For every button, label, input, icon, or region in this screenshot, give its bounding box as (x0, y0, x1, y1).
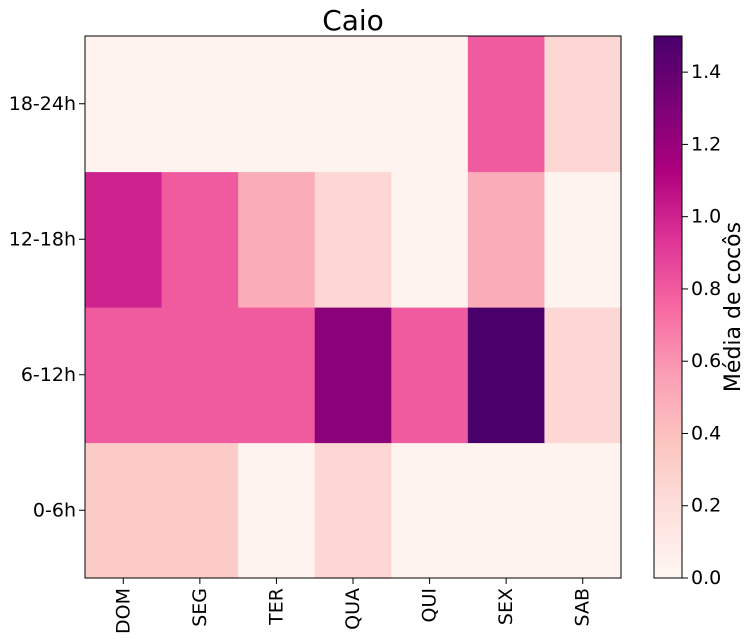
x-tick-label: SEX (495, 588, 517, 625)
heatmap-cell (544, 36, 622, 173)
heatmap-cell (314, 171, 392, 308)
heatmap-cell (391, 171, 469, 308)
heatmap-cell (85, 36, 163, 173)
colorbar-tick-label: 0.8 (691, 278, 721, 300)
y-axis: 0-6h 6-12h 12-18h 18-24h (9, 93, 85, 521)
colorbar-tick-label: 0.0 (691, 567, 721, 589)
heatmap-cell (467, 307, 546, 444)
heatmap-cell (544, 442, 622, 579)
x-tick-label: QUA (342, 588, 364, 630)
heatmap-cell (391, 36, 469, 173)
heatmap-cell (238, 36, 316, 173)
heatmap-cell (238, 442, 316, 579)
colorbar-tick-label: 0.2 (691, 495, 721, 517)
heatmap-cell (161, 171, 239, 308)
x-tick-label: SAB (572, 588, 594, 626)
heatmap-cell (391, 442, 469, 579)
colorbar (653, 35, 683, 579)
heatmap-cells (85, 36, 622, 579)
x-tick-label: QUI (419, 588, 441, 622)
colorbar-tick-label: 1.0 (691, 206, 721, 228)
heatmap-cell (467, 36, 546, 173)
heatmap-cell (314, 36, 392, 173)
y-tick-label: 6-12h (21, 364, 76, 386)
heatmap-cell (544, 307, 622, 444)
heatmap-cell (467, 442, 546, 579)
x-tick-label: TER (265, 588, 287, 626)
heatmap-cell (391, 307, 469, 444)
y-tick-label: 18-24h (9, 93, 76, 115)
y-tick-label: 12-18h (9, 228, 76, 250)
heatmap-cell (85, 171, 163, 308)
heatmap-cell (314, 307, 392, 444)
heatmap-cell (467, 171, 546, 308)
colorbar-label: Média de cocôs (721, 222, 746, 392)
y-tick-label: 0-6h (33, 499, 76, 521)
heatmap-cell (238, 307, 316, 444)
colorbar-tick-label: 0.6 (691, 350, 721, 372)
heatmap-cell (85, 442, 163, 579)
x-axis: DOM SEG TER QUA QUI SEX SAB (112, 578, 594, 634)
heatmap-cell (238, 171, 316, 308)
heatmap-cell (544, 171, 622, 308)
colorbar-tick-label: 1.2 (691, 133, 721, 155)
x-tick-label: DOM (112, 588, 134, 634)
heatmap-cell (161, 36, 239, 173)
heatmap-cell (314, 442, 392, 579)
heatmap-cell (85, 307, 163, 444)
heatmap-cell (161, 307, 239, 444)
colorbar-tick-label: 0.4 (691, 422, 721, 444)
chart-title: Caio (322, 4, 384, 37)
heatmap-cell (161, 442, 239, 579)
x-tick-label: SEG (189, 588, 211, 627)
colorbar-axis: 0.0 0.2 0.4 0.6 0.8 1.0 1.2 1.4 (682, 61, 721, 589)
colorbar-tick-label: 1.4 (691, 61, 721, 83)
